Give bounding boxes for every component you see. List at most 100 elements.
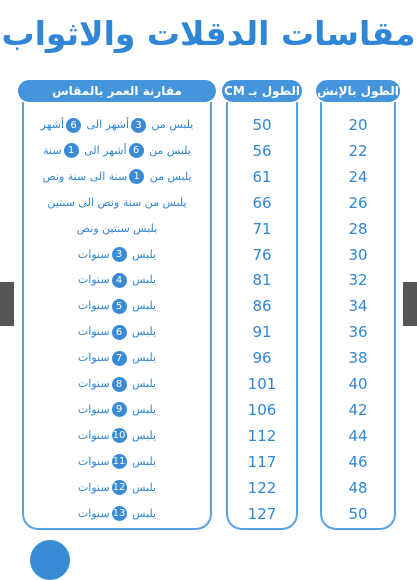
cm-cell: 66 <box>252 193 272 212</box>
age-text: يلبس <box>132 247 157 261</box>
header-age: مقارنة العمر بالمقاس <box>18 80 216 102</box>
age-text: أشهر <box>40 118 65 131</box>
age-cell: يلبس 5سنوات <box>24 294 210 318</box>
age-text: سنوات <box>77 454 110 468</box>
header-cm: الطول بـ CM <box>222 80 302 102</box>
age-cell: يلبس من 3أشهر الى 6أشهر <box>24 113 210 137</box>
age-text: يلبس <box>132 480 157 494</box>
age-text: يلبس <box>132 351 157 365</box>
cm-cell: 127 <box>247 504 277 523</box>
age-text: سنة الى سنة ونص <box>42 169 128 183</box>
column-box <box>22 102 212 530</box>
inch-cell: 42 <box>348 400 368 419</box>
page: {"title": "مقاسات الدقلات والاثواب", "ta… <box>0 14 417 580</box>
age-number: 4 <box>111 272 127 288</box>
age-cell: يلبس من 1سنة الى سنة ونص <box>24 165 210 189</box>
age-cell: يلبس 6سنوات <box>24 320 210 344</box>
age-text: أشهر الى <box>84 143 127 157</box>
age-text: يلبس من <box>151 118 194 131</box>
cm-cell: 50 <box>252 116 272 134</box>
cm-cell: 112 <box>247 426 277 445</box>
age-cell: يلبس 9سنوات <box>24 398 210 422</box>
age-text: يلبس من سنة ونص الى سنتين <box>47 195 187 209</box>
inch-cell: 44 <box>348 426 368 445</box>
cm-cell: 81 <box>252 271 272 290</box>
inch-cell: 38 <box>348 349 368 368</box>
cm-cell: 91 <box>252 323 272 342</box>
age-number: 5 <box>111 298 127 314</box>
column-box <box>320 102 396 530</box>
cm-cell: 61 <box>252 167 272 186</box>
age-text: يلبس <box>132 325 157 339</box>
age-number: 1 <box>63 143 79 159</box>
age-cell: يلبس من 6أشهر الى 1سنة <box>24 139 210 163</box>
cm-cell: 101 <box>247 375 277 393</box>
age-text: يلبس <box>132 428 157 442</box>
inch-cell: 22 <box>348 141 368 160</box>
age-number: 8 <box>111 376 127 392</box>
age-text: يلبس <box>132 273 157 287</box>
age-cell: يلبس 13سنوات <box>24 502 210 526</box>
age-text: سنوات <box>77 506 110 520</box>
inch-cell: 50 <box>348 504 368 523</box>
age-text: سنوات <box>77 299 110 313</box>
age-number: 6 <box>128 143 144 159</box>
cm-cell: 117 <box>247 452 277 471</box>
age-text: سنوات <box>77 377 110 390</box>
age-text: سنوات <box>77 428 110 442</box>
age-text: سنوات <box>77 351 110 365</box>
title: مقاسات الدقلات والاثواب <box>1 14 416 53</box>
age-number: 10 <box>111 428 127 444</box>
decor-circle <box>30 540 70 580</box>
age-text: يلبس <box>132 377 157 390</box>
age-number: 12 <box>111 480 127 496</box>
cm-cell: 106 <box>247 400 277 419</box>
age-cell: يلبس 7سنوات <box>24 346 210 370</box>
age-cell: يلبس 4سنوات <box>24 268 210 292</box>
inch-cell: 48 <box>348 478 368 497</box>
age-cell: يلبس 3سنوات <box>24 243 210 267</box>
age-text: أشهر الى <box>86 118 130 131</box>
age-text: يلبس سنتين ونص <box>76 221 158 235</box>
inch-cell: 30 <box>348 245 368 264</box>
age-number: 13 <box>111 506 127 521</box>
age-text: يلبس <box>132 454 157 468</box>
age-text: سنوات <box>77 402 110 416</box>
inch-cell: 32 <box>348 271 368 290</box>
cm-cell: 76 <box>252 245 272 264</box>
inch-cell: 24 <box>348 167 368 186</box>
column-box <box>226 102 298 530</box>
age-text: يلبس من <box>149 143 191 157</box>
age-text: سنوات <box>77 480 110 494</box>
cm-cell: 71 <box>252 219 272 238</box>
age-cell: يلبس 10سنوات <box>24 424 210 448</box>
cm-cell: 96 <box>252 349 272 368</box>
age-text: يلبس من <box>149 169 192 183</box>
age-number: 6 <box>66 117 82 133</box>
inch-cell: 28 <box>348 219 368 238</box>
side-tab <box>403 282 417 326</box>
age-cell: يلبس من سنة ونص الى سنتين <box>24 191 210 215</box>
age-number: 3 <box>131 117 147 133</box>
cm-cell: 56 <box>252 141 272 160</box>
age-number: 3 <box>111 247 127 262</box>
cm-cell: 122 <box>247 478 277 497</box>
age-number: 6 <box>111 324 127 340</box>
age-text: يلبس <box>132 299 157 313</box>
inch-cell: 26 <box>348 193 368 212</box>
age-text: سنوات <box>77 273 110 287</box>
header-inch: الطول بالإنش <box>316 80 400 102</box>
age-number: 9 <box>111 402 127 418</box>
inch-cell: 40 <box>348 375 368 393</box>
age-number: 11 <box>111 454 127 470</box>
age-text: سنوات <box>77 325 110 339</box>
inch-cell: 34 <box>348 297 368 316</box>
side-tab <box>0 282 14 326</box>
age-number: 7 <box>111 350 127 366</box>
age-cell: يلبس 11سنوات <box>24 450 210 474</box>
cm-cell: 86 <box>252 297 272 316</box>
inch-cell: 20 <box>348 116 368 134</box>
age-cell: يلبس سنتين ونص <box>24 217 210 241</box>
inch-cell: 36 <box>348 323 368 342</box>
age-number: 1 <box>129 169 145 185</box>
